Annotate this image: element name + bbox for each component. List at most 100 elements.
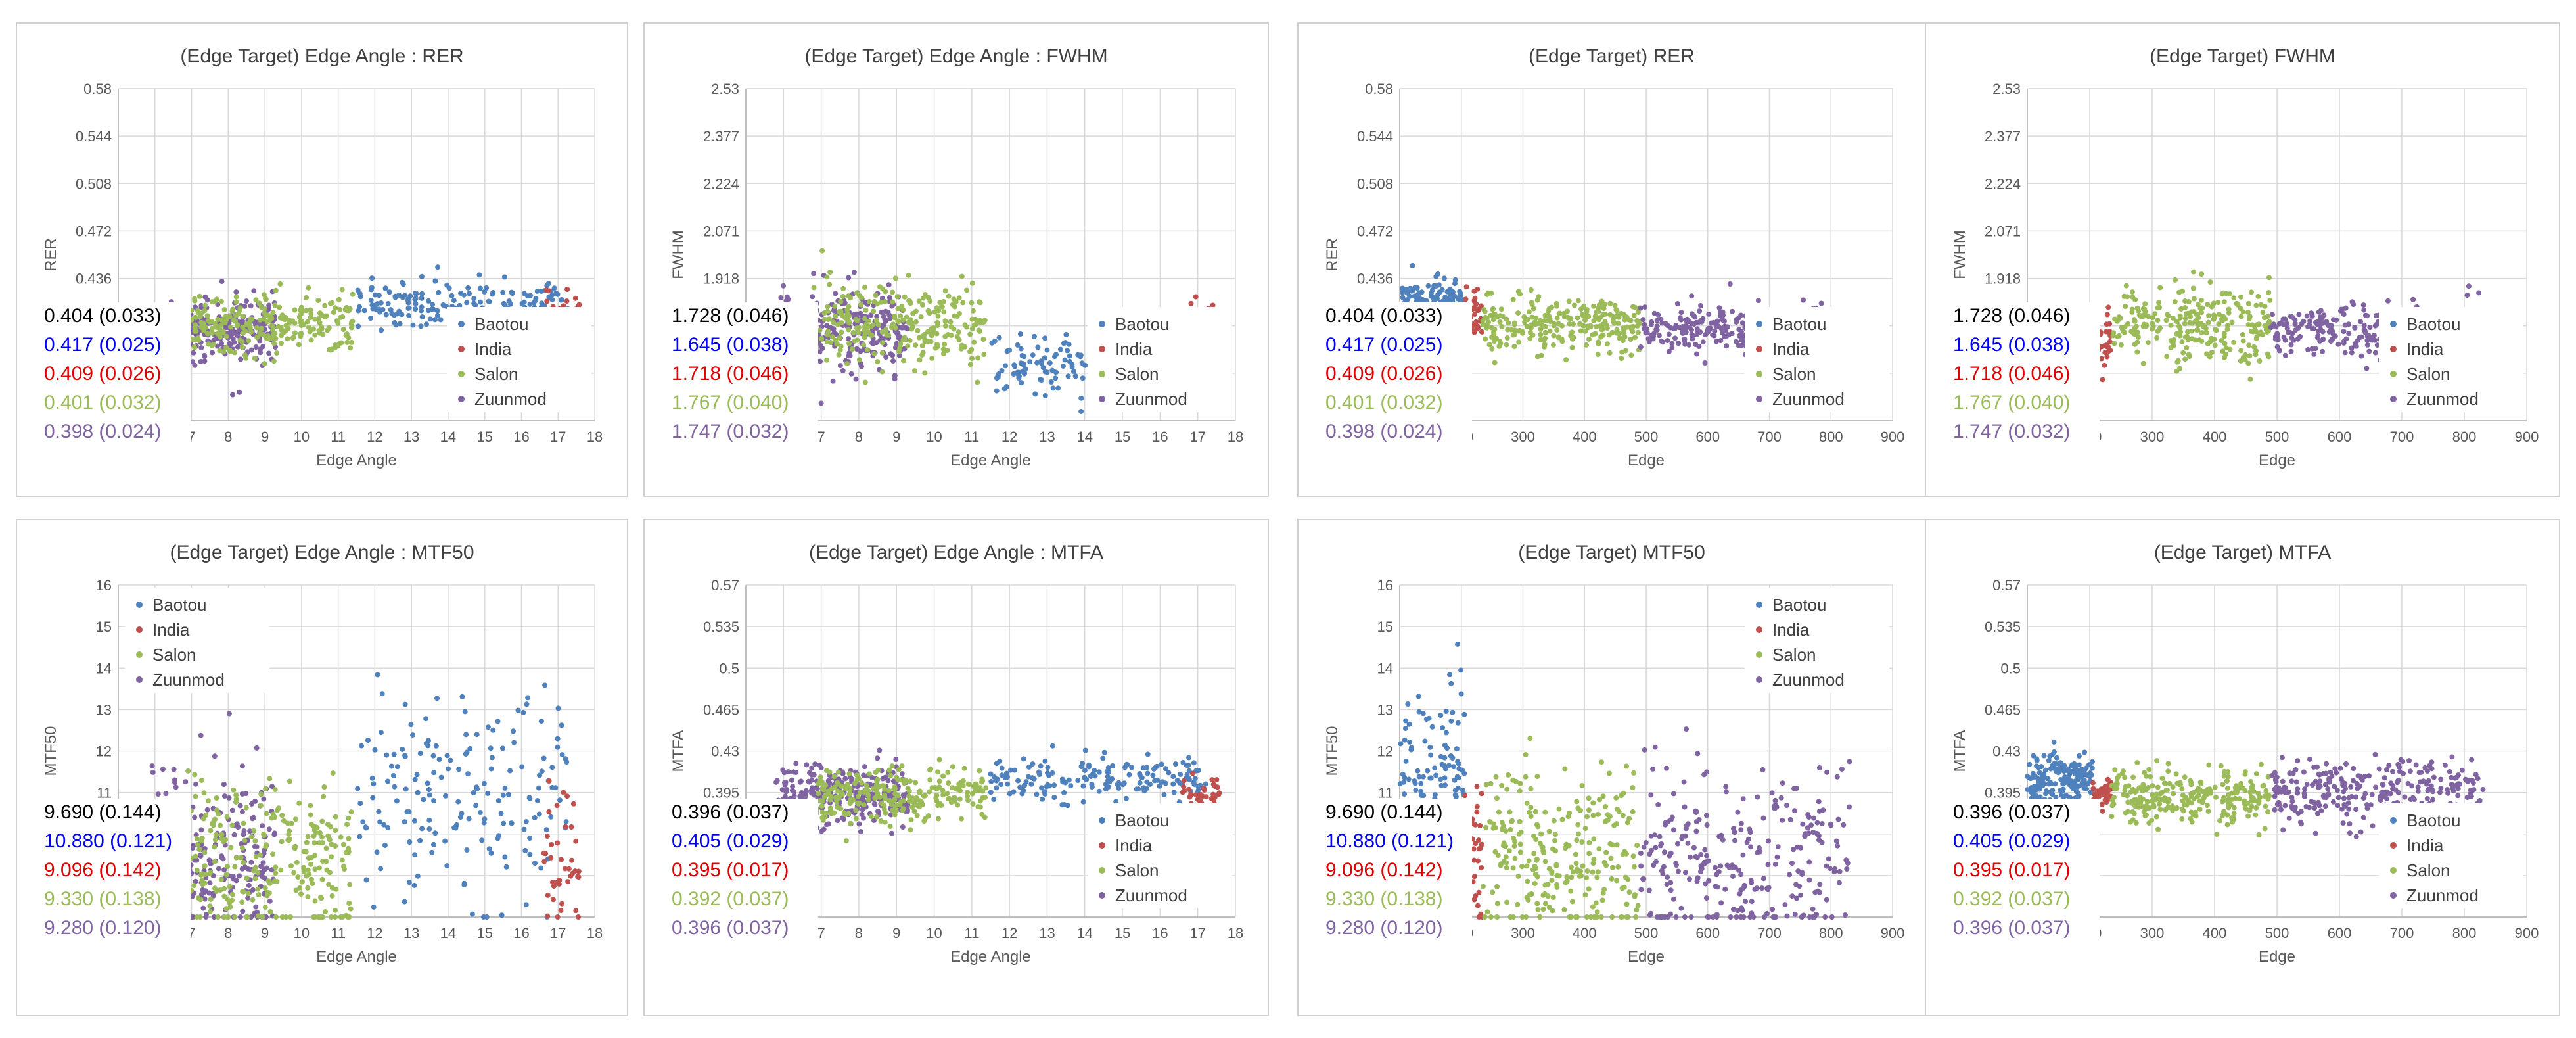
data-point-salon [304, 873, 310, 879]
data-point-zuunmod [2269, 312, 2275, 318]
data-point-zuunmod [2268, 325, 2274, 331]
data-point-salon [1510, 296, 1516, 302]
data-point-salon [922, 793, 928, 799]
y-tick-label: 16 [96, 577, 112, 594]
data-point-salon [827, 797, 833, 803]
x-tick-label: 9 [892, 429, 900, 445]
data-point-zuunmod [206, 857, 212, 863]
x-axis-label: Edge [2259, 452, 2295, 469]
data-point-zuunmod [1694, 351, 1699, 357]
data-point-salon [948, 319, 954, 325]
data-point-salon [271, 341, 277, 346]
data-point-salon [274, 350, 280, 356]
data-point-salon [336, 341, 342, 346]
data-point-zuunmod [1674, 301, 1680, 306]
data-point-zuunmod [2361, 307, 2367, 313]
data-point-zuunmod [2295, 336, 2301, 342]
data-point-salon [975, 355, 981, 361]
data-point-salon [193, 337, 198, 342]
stat-label: 1.728 (0.046) [1953, 305, 2070, 327]
data-point-salon [913, 795, 919, 801]
data-point-baotou [430, 302, 435, 308]
data-point-salon [2205, 319, 2211, 325]
data-point-salon [2257, 358, 2263, 364]
data-point-salon [2188, 314, 2194, 319]
data-point-salon [288, 863, 294, 869]
data-point-salon [1552, 321, 1557, 327]
data-point-salon [1596, 317, 1602, 323]
data-point-salon [262, 904, 268, 910]
data-point-salon [2240, 338, 2246, 344]
data-point-baotou [1123, 795, 1129, 801]
data-point-salon [293, 887, 299, 893]
data-point-baotou [500, 289, 506, 295]
data-point-zuunmod [1723, 328, 1729, 334]
data-point-salon [254, 334, 260, 340]
data-point-salon [287, 836, 292, 842]
data-point-india [1214, 777, 1220, 783]
data-point-salon [292, 845, 298, 851]
data-point-salon [960, 300, 966, 306]
y-axis-label: MTFA [670, 730, 687, 772]
data-point-zuunmod [1801, 297, 1806, 303]
data-point-zuunmod [233, 289, 239, 295]
data-point-salon [920, 302, 925, 308]
data-point-salon [253, 297, 259, 303]
data-point-salon [838, 792, 844, 798]
data-point-salon [2211, 300, 2217, 306]
data-point-salon [1504, 342, 1509, 348]
data-point-zuunmod [226, 711, 232, 717]
data-point-india [1189, 770, 1195, 776]
data-point-zuunmod [868, 312, 874, 318]
data-point-baotou [382, 286, 388, 291]
data-point-zuunmod [858, 829, 863, 835]
data-point-salon [856, 801, 862, 807]
data-point-baotou [412, 776, 418, 782]
data-point-baotou [1027, 359, 1033, 365]
data-point-salon [824, 339, 830, 345]
data-point-salon [859, 780, 865, 786]
x-tick-label: 16 [1152, 925, 1168, 941]
data-point-salon [889, 763, 895, 769]
data-point-salon [871, 308, 877, 314]
data-point-baotou [1055, 385, 1061, 391]
data-point-salon [882, 819, 888, 825]
data-point-india [541, 859, 547, 864]
data-point-baotou [400, 747, 405, 752]
data-point-salon [904, 314, 909, 320]
data-point-zuunmod [248, 347, 254, 353]
data-point-salon [865, 324, 871, 330]
data-point-zuunmod [2355, 338, 2360, 344]
data-point-salon [2267, 297, 2273, 303]
data-point-salon [279, 813, 285, 818]
data-point-salon [1498, 341, 1504, 346]
data-point-salon [2171, 343, 2176, 348]
data-point-salon [346, 815, 352, 821]
data-point-salon [903, 777, 909, 783]
data-point-salon [332, 345, 338, 351]
data-point-baotou [490, 727, 496, 733]
data-point-baotou [479, 837, 485, 843]
data-point-salon [191, 344, 197, 350]
data-point-salon [277, 304, 283, 310]
data-point-salon [205, 798, 211, 804]
data-point-zuunmod [819, 346, 825, 352]
data-point-salon [221, 893, 227, 899]
data-point-salon [2205, 341, 2211, 346]
data-point-baotou [490, 291, 495, 297]
data-point-zuunmod [2349, 350, 2355, 356]
data-point-baotou [426, 787, 432, 792]
data-point-salon [875, 359, 881, 365]
data-point-baotou [467, 291, 472, 296]
data-point-salon [2155, 318, 2161, 323]
data-point-baotou [1080, 761, 1085, 767]
data-point-zuunmod [218, 341, 224, 346]
data-point-salon [344, 822, 350, 827]
data-point-baotou [555, 291, 561, 297]
data-point-zuunmod [1690, 336, 1695, 342]
chart-title: (Edge Target) RER [1529, 45, 1695, 67]
data-point-salon [227, 884, 233, 889]
data-point-india [563, 824, 568, 830]
data-point-baotou [1122, 765, 1128, 770]
data-point-salon [1561, 314, 1567, 320]
